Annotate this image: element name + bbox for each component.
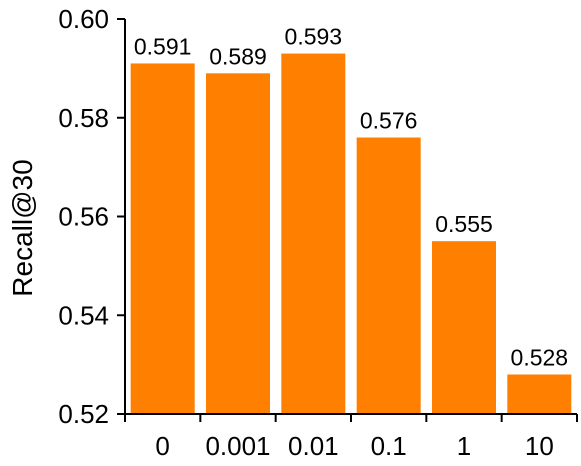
x-tick-label-0.1: 0.1 xyxy=(371,431,407,461)
axes-group xyxy=(117,18,578,422)
y-tick-label: 0.58 xyxy=(58,103,109,133)
x-tick-label-1: 1 xyxy=(457,431,471,461)
y-axis-title: Recall@30 xyxy=(7,159,38,296)
data-label-0.1: 0.576 xyxy=(360,108,418,134)
bar-0.01 xyxy=(281,53,346,415)
bar-10 xyxy=(507,374,572,414)
bars-group xyxy=(130,53,572,415)
bar-0.1 xyxy=(356,137,421,414)
x-tick-label-0.01: 0.01 xyxy=(288,431,339,461)
data-label-0.001: 0.589 xyxy=(209,43,267,69)
bar-0.001 xyxy=(206,73,270,414)
data-label-0: 0.591 xyxy=(134,33,192,59)
data-label-10: 0.528 xyxy=(511,345,569,371)
x-tick-label-10: 10 xyxy=(525,431,554,461)
x-tick-label-0: 0 xyxy=(155,431,169,461)
y-tick-label: 0.54 xyxy=(58,300,109,330)
y-tick-label: 0.56 xyxy=(58,202,109,232)
y-axis-title-group: Recall@30 xyxy=(7,159,38,296)
y-tick-label: 0.52 xyxy=(58,399,109,429)
data-label-1: 0.555 xyxy=(435,211,493,237)
data-label-0.01: 0.593 xyxy=(285,24,343,50)
bar-0 xyxy=(130,63,195,414)
ticks-group: 0 0.001 0.01 0.1 1 10 0.52 0.54 0.56 0.58 0.60 xyxy=(58,4,553,461)
data-labels-group: 0.591 0.589 0.593 0.576 0.555 0.528 xyxy=(134,24,568,371)
y-tick-label: 0.60 xyxy=(58,4,109,34)
bar-1 xyxy=(432,241,496,414)
x-tick-label-0.001: 0.001 xyxy=(205,431,270,461)
